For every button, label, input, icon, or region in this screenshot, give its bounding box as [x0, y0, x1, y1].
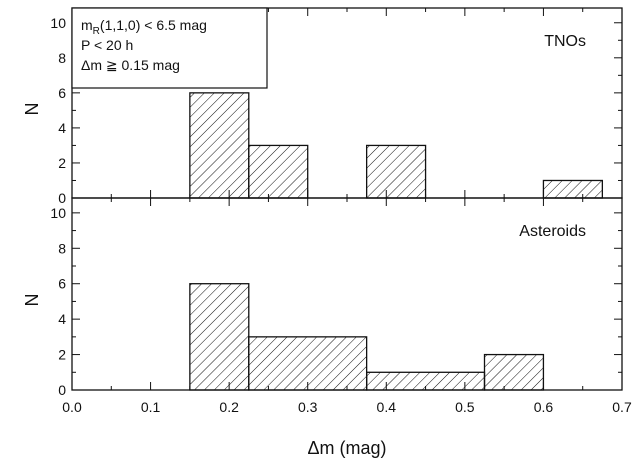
y-tick-label: 10 — [50, 15, 66, 31]
panel-bottom: 0 2 4 6 8 10 0.0 0.1 0.2 0.3 0.4 0.5 0.6 0.7 N Asteroid… — [22, 197, 632, 458]
x-tick-label: 0.5 — [455, 399, 475, 415]
histogram-bar-3 — [542, 179, 604, 199]
y-tick-label: 0 — [58, 382, 66, 398]
histogram-bar-0 — [189, 92, 250, 199]
y-axis-label: N — [22, 103, 42, 116]
legend-subscript: R — [93, 26, 100, 37]
x-tick-label: 0.0 — [62, 399, 82, 415]
y-tick-label: 2 — [58, 347, 66, 363]
y-tick-label: 0 — [58, 190, 66, 206]
x-tick-label: 0.3 — [298, 399, 318, 415]
panel-label: Asteroids — [519, 223, 586, 240]
legend-rest-text: (1,1,0) < 6.5 mag — [100, 17, 207, 33]
histogram-bar-2 — [365, 144, 427, 199]
legend-box — [71, 7, 268, 89]
legend-main-text: m — [81, 17, 93, 33]
x-tick-label: 0.7 — [612, 399, 632, 415]
y-tick-label: 4 — [58, 120, 66, 136]
y-axis-label: N — [22, 294, 42, 307]
histogram-bar-0 — [189, 283, 250, 391]
y-tick-label: 6 — [58, 276, 66, 292]
x-tick-label: 0.6 — [534, 399, 554, 415]
x-tick-label: 0.2 — [219, 399, 239, 415]
panel-label: TNOs — [544, 33, 586, 50]
histogram-bar-1 — [248, 144, 309, 199]
legend-line-2: Δm ≧ 0.15 mag — [81, 57, 180, 73]
x-tick-label: 0.4 — [377, 399, 397, 415]
histogram-bar-3 — [483, 353, 545, 391]
y-tick-label: 4 — [58, 311, 66, 327]
y-tick-label: 8 — [58, 240, 66, 256]
legend-line-0: mR(1,1,0) < 6.5 mag — [81, 17, 207, 37]
y-tick-label: 8 — [58, 50, 66, 66]
y-tick-label: 6 — [58, 85, 66, 101]
legend-line-1: P < 20 h — [81, 37, 133, 53]
histogram-bar-1 — [248, 336, 368, 391]
x-tick-label: 0.1 — [141, 399, 161, 415]
y-tick-label: 10 — [50, 205, 66, 221]
legend-main-text: Δm ≧ 0.15 mag — [81, 57, 180, 73]
legend-main-text: P < 20 h — [81, 37, 133, 53]
x-axis-label: Δm (mag) — [307, 438, 386, 458]
y-tick-label: 2 — [58, 155, 66, 171]
